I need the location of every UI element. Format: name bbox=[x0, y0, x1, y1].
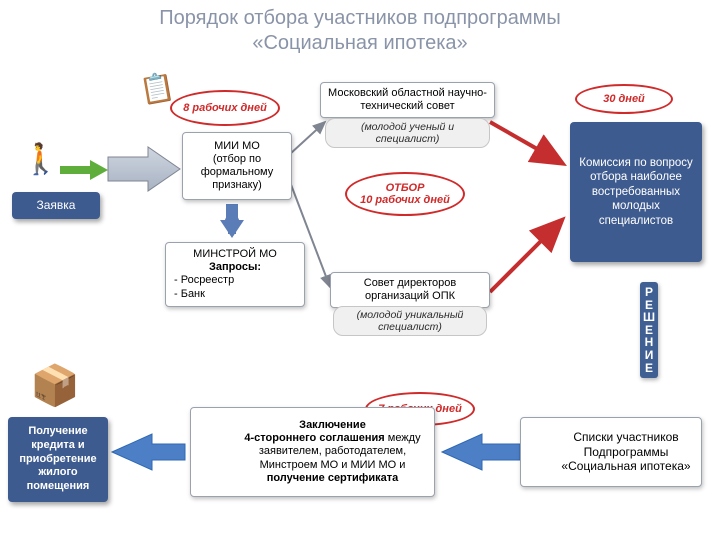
badge-30days-text: 30 дней bbox=[603, 93, 645, 105]
lists-l1: Списки участников bbox=[557, 430, 695, 444]
node-opk-label: Совет директоров организаций ОПК bbox=[364, 277, 456, 302]
agreement-l2: 4-стороннего соглашения bbox=[244, 432, 384, 444]
node-opk: Совет директоров организаций ОПК bbox=[330, 272, 490, 308]
label-decision: РЕШЕНИЕ bbox=[640, 282, 658, 378]
node-agreement: Заключение 4-стороннего соглашения между… bbox=[190, 407, 435, 497]
node-mosovet-sub: (молодой ученый и специалист) bbox=[325, 118, 490, 148]
agreement-l1: Заключение bbox=[299, 419, 366, 431]
minstroy-sub: Запросы: bbox=[174, 261, 296, 274]
badge-otbor-days: 10 рабочих дней bbox=[360, 194, 450, 206]
node-result: Получение кредита и приобретение жилого … bbox=[8, 417, 108, 502]
person-icon: 🚶 bbox=[22, 142, 59, 177]
title-line2: «Социальная ипотека» bbox=[252, 32, 467, 54]
agreement-l4: получение сертификата bbox=[267, 472, 399, 484]
node-mii-label: МИИ МО (отбор по формальному признаку) bbox=[189, 140, 285, 193]
node-zayavka: Заявка bbox=[12, 192, 100, 219]
badge-otbor-label: ОТБОР bbox=[386, 182, 425, 194]
node-mii: МИИ МО (отбор по формальному признаку) bbox=[182, 132, 292, 200]
page-title: Порядок отбора участников подпрограммы «… bbox=[0, 0, 720, 66]
minstroy-l2: - Банк bbox=[174, 288, 296, 301]
node-opk-sub: (молодой уникальный специалист) bbox=[333, 306, 487, 336]
badge-8days: 8 рабочих дней bbox=[170, 90, 280, 126]
node-minstroy: МИНСТРОЙ МО Запросы: - Росреестр - Банк bbox=[165, 242, 305, 307]
node-result-label: Получение кредита и приобретение жилого … bbox=[19, 425, 96, 492]
node-commission: Комиссия по вопросу отбора наиболее вост… bbox=[570, 122, 702, 262]
lists-l3: «Социальная ипотека» bbox=[557, 459, 695, 473]
badge-8days-text: 8 рабочих дней bbox=[183, 102, 267, 114]
minstroy-l1: - Росреестр bbox=[174, 274, 296, 287]
delivery-icon: 📦 bbox=[30, 362, 80, 409]
node-zayavka-label: Заявка bbox=[37, 198, 76, 212]
minstroy-title: МИНСТРОЙ МО bbox=[174, 248, 296, 261]
lists-l2: Подпрограммы bbox=[557, 445, 695, 459]
flowchart-canvas: 🚶 📋 📦 🤝 📝 Заявка 8 рабочих дней МИИ МО (… bbox=[0, 62, 720, 540]
node-commission-label: Комиссия по вопросу отбора наиболее вост… bbox=[578, 156, 694, 228]
badge-otbor: ОТБОР 10 рабочих дней bbox=[345, 172, 465, 216]
node-lists: Списки участников Подпрограммы «Социальн… bbox=[520, 417, 702, 487]
badge-30days: 30 дней bbox=[575, 84, 673, 114]
node-mosovet-label: Московский областной научно-технический … bbox=[328, 87, 487, 112]
title-line1: Порядок отбора участников подпрограммы bbox=[159, 7, 560, 29]
node-mosovet: Московский областной научно-технический … bbox=[320, 82, 495, 118]
